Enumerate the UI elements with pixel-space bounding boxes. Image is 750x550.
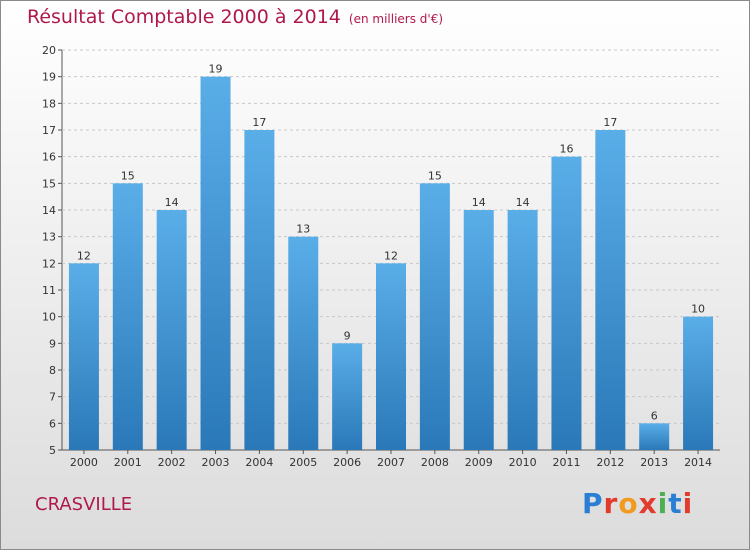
logo-letter: o [618, 487, 639, 520]
bar [507, 210, 538, 450]
bar-value-label: 15 [121, 169, 135, 182]
x-tick-label: 2006 [333, 456, 361, 469]
x-tick-label: 2011 [552, 456, 580, 469]
y-tick-label: 20 [42, 44, 56, 57]
bar [639, 423, 670, 450]
x-tick-label: 2014 [684, 456, 712, 469]
bar-value-label: 12 [384, 249, 398, 262]
bar [332, 343, 363, 450]
bar [419, 183, 450, 451]
chart-title-text: Résultat Comptable 2000 à 2014 [27, 6, 341, 28]
x-tick-label: 2007 [377, 456, 405, 469]
logo-letter: i [657, 487, 669, 520]
bar [595, 130, 626, 450]
y-tick-label: 12 [42, 257, 56, 270]
x-tick-label: 2002 [158, 456, 186, 469]
x-tick-label: 2005 [289, 456, 317, 469]
x-tick-label: 2001 [114, 456, 142, 469]
bar [376, 263, 406, 450]
x-tick-label: 2013 [640, 456, 668, 469]
bar [551, 156, 582, 450]
y-tick-label: 15 [42, 177, 56, 190]
logo-letter: x [638, 487, 658, 520]
y-tick-label: 14 [42, 204, 56, 217]
bar-value-label: 13 [296, 223, 310, 236]
bar-value-label: 14 [165, 196, 179, 209]
bar [244, 130, 275, 450]
y-tick-label: 8 [49, 364, 56, 377]
logo-letter: P [582, 487, 604, 520]
y-tick-label: 5 [49, 444, 56, 457]
y-tick-label: 18 [42, 97, 56, 110]
bar-value-label: 16 [559, 143, 573, 156]
bar-value-label: 12 [77, 249, 91, 262]
bar-value-label: 6 [651, 409, 658, 422]
bar [200, 76, 231, 451]
logo-letter: t [668, 487, 683, 520]
y-tick-label: 19 [42, 71, 56, 84]
bar [288, 236, 319, 450]
bar-value-label: 10 [691, 303, 705, 316]
proxiti-logo[interactable]: Proxiti [582, 487, 693, 520]
bar [68, 263, 99, 450]
bar-value-label: 17 [603, 116, 617, 129]
x-tick-label: 2010 [509, 456, 537, 469]
x-tick-label: 2003 [202, 456, 230, 469]
y-tick-label: 10 [42, 311, 56, 324]
bar [683, 316, 714, 450]
bars-layer [68, 76, 714, 451]
y-tick-label: 6 [49, 417, 56, 430]
commune-name: CRASVILLE [35, 494, 133, 515]
logo-letter: r [603, 487, 619, 520]
y-tick-label: 17 [42, 124, 56, 137]
x-tick-label: 2012 [596, 456, 624, 469]
chart-subtitle: (en milliers d'€) [348, 12, 444, 26]
bar [112, 183, 143, 451]
chart-title: Résultat Comptable 2000 à 2014 (en millie… [27, 6, 443, 28]
y-tick-label: 7 [49, 391, 56, 404]
y-tick-label: 16 [42, 151, 56, 164]
bar [156, 210, 187, 450]
x-tick-label: 2008 [421, 456, 449, 469]
labels-layer: 5678910111213141516171819201220001520011… [42, 44, 712, 469]
bar-value-label: 14 [516, 196, 530, 209]
y-tick-label: 13 [42, 231, 56, 244]
x-tick-label: 2009 [465, 456, 493, 469]
logo-letter: i [682, 487, 694, 520]
x-tick-label: 2000 [70, 456, 98, 469]
x-tick-label: 2004 [245, 456, 273, 469]
bar-value-label: 17 [252, 116, 266, 129]
bar-value-label: 14 [472, 196, 486, 209]
bar-value-label: 19 [209, 63, 223, 76]
y-tick-label: 11 [42, 284, 56, 297]
y-tick-label: 9 [49, 337, 56, 350]
bar [463, 210, 494, 450]
bar-value-label: 15 [428, 169, 442, 182]
bar-value-label: 9 [344, 329, 351, 342]
